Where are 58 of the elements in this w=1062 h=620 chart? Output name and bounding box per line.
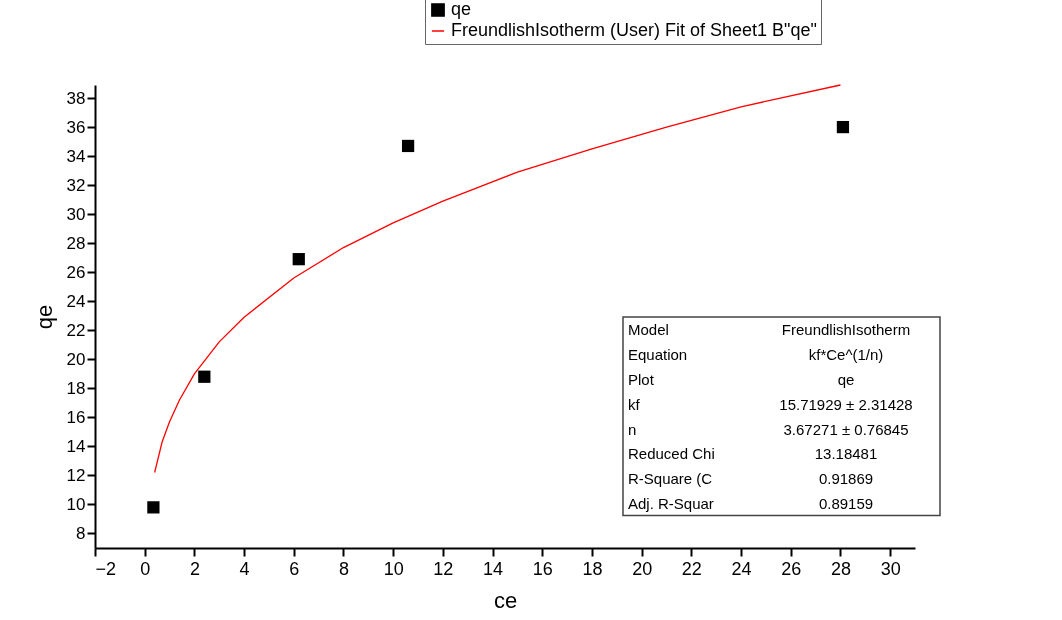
y-tick-label: 30 — [66, 204, 86, 224]
annotation: FreundlishIsotherm — [781, 321, 911, 339]
annotation: 3.67271 ± 0.76845 — [783, 420, 909, 438]
x-tick-label: 4 — [239, 558, 250, 579]
annotation: kf — [628, 395, 641, 413]
y-tick-label: 12 — [66, 465, 86, 485]
x-tick-label: 24 — [731, 558, 752, 579]
x-tick-label: 20 — [632, 558, 653, 579]
y-tick-label: 32 — [66, 175, 86, 195]
y-tick-label: 28 — [66, 233, 86, 253]
x-tick-label: 22 — [681, 558, 702, 579]
annotation: 0.89159 — [818, 495, 874, 512]
annotation: Adj. R-Squar — [628, 495, 714, 512]
x-tick-label: 12 — [433, 558, 454, 579]
x-tick-label: 2 — [189, 558, 200, 579]
x-tick-label: −2 — [95, 558, 117, 579]
y-tick-label: 20 — [66, 349, 86, 369]
y-tick-label: 14 — [66, 436, 86, 456]
annotation: R-Square (C — [628, 470, 713, 488]
x-tick-label: 10 — [383, 558, 404, 579]
x-tick-label: 28 — [830, 558, 851, 579]
annotation: 13.18481 — [814, 445, 878, 463]
annotation: Model — [628, 321, 669, 339]
annotation: 0.91869 — [818, 470, 874, 488]
x-axis-title: ce — [493, 587, 518, 613]
x-tick-label: 30 — [880, 558, 901, 579]
point — [292, 253, 305, 266]
annotation: Equation — [628, 346, 688, 364]
x-tick-label: 18 — [582, 558, 603, 579]
y-tick-label: 38 — [66, 88, 86, 108]
annotation: qe — [837, 371, 855, 388]
annotation: Plot — [628, 371, 655, 388]
x-tick-label: 0 — [140, 558, 151, 579]
y-tick-label: 16 — [66, 407, 86, 427]
y-tick-label: 8 — [76, 523, 86, 543]
annotation: 15.71929 ± 2.31428 — [779, 395, 913, 413]
point — [198, 370, 211, 383]
point — [836, 120, 850, 134]
y-tick-label: 26 — [66, 262, 86, 282]
point — [147, 501, 160, 514]
y-tick-label: 10 — [66, 494, 86, 514]
y-tick-label: 34 — [66, 146, 86, 166]
y-tick-label: 36 — [66, 117, 86, 137]
x-tick-label: 14 — [483, 558, 504, 579]
point — [401, 139, 415, 153]
y-axis-title: qe — [31, 304, 57, 330]
annotation: Reduced Chi — [628, 445, 715, 463]
x-tick-label: 6 — [289, 558, 300, 579]
annotation: kf*Ce^(1/n) — [808, 346, 884, 364]
legend-label: qe — [451, 0, 472, 19]
y-tick-label: 22 — [66, 320, 86, 340]
y-tick-label: 18 — [66, 378, 86, 398]
x-tick-label: 8 — [338, 558, 349, 579]
x-tick-label: 26 — [781, 558, 802, 579]
y-tick-label: 24 — [66, 291, 86, 311]
annotation: n — [628, 420, 637, 438]
x-tick-label: 16 — [532, 558, 553, 579]
legend-label: FreundlishIsotherm (User) Fit of Sheet1 B"qe" — [451, 20, 817, 40]
